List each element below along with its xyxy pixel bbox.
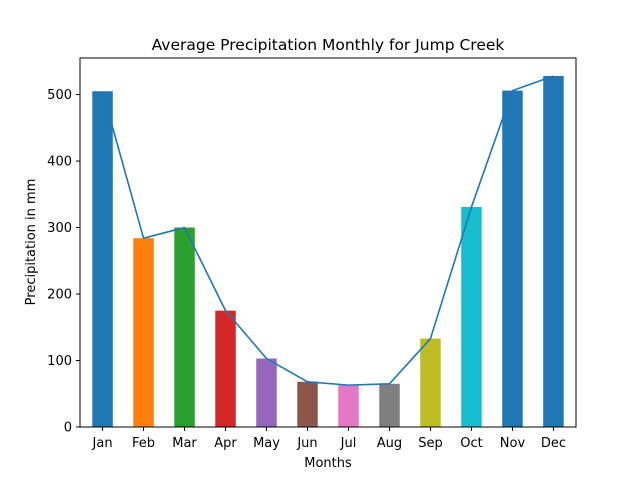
x-tick-label-nov: Nov — [500, 436, 526, 451]
y-tick-label-0: 0 — [64, 421, 72, 436]
y-axis: 0 100 200 300 400 500 — [47, 88, 80, 436]
x-tick-label-feb: Feb — [132, 436, 155, 451]
bar-sep — [420, 338, 441, 427]
x-tick-label-apr: Apr — [214, 436, 237, 451]
bar-oct — [461, 206, 482, 427]
bar-may — [256, 358, 277, 427]
x-tick-label-mar: Mar — [172, 436, 197, 451]
x-axis-label: Months — [304, 456, 352, 471]
bar-dec — [543, 75, 564, 427]
bar-jun — [297, 381, 318, 427]
x-tick-label-oct: Oct — [460, 436, 482, 451]
x-tick-label-jan: Jan — [92, 436, 113, 451]
bar-apr — [215, 310, 236, 427]
line-layer — [101, 75, 554, 386]
y-tick-label-100: 100 — [47, 354, 72, 369]
bar-nov — [502, 90, 523, 428]
y-axis-label: Precipitation in mm — [24, 179, 39, 306]
y-tick-label-300: 300 — [47, 221, 72, 236]
bars-layer — [92, 75, 564, 428]
x-axis: Jan Feb Mar Apr May Jun Jul Aug Sep Oct Nov Dec — [92, 427, 566, 451]
x-tick-label-aug: Aug — [377, 436, 402, 451]
y-tick-label-200: 200 — [47, 288, 72, 303]
x-tick-label-jul: Jul — [340, 436, 357, 451]
x-tick-label-jun: Jun — [296, 436, 317, 451]
plot-frame — [79, 57, 577, 428]
bar-mar — [174, 227, 195, 427]
bar-jul — [338, 385, 359, 427]
bar-aug — [379, 383, 400, 427]
x-tick-label-may: May — [253, 436, 280, 451]
x-tick-label-dec: Dec — [541, 436, 566, 451]
y-tick-label-500: 500 — [47, 88, 72, 103]
precipitation-line — [101, 75, 554, 386]
bar-jan — [92, 91, 113, 428]
chart-title: Average Precipitation Monthly for Jump C… — [152, 36, 505, 54]
x-tick-label-sep: Sep — [418, 436, 443, 451]
bar-feb — [133, 238, 154, 427]
y-tick-label-400: 400 — [47, 155, 72, 170]
